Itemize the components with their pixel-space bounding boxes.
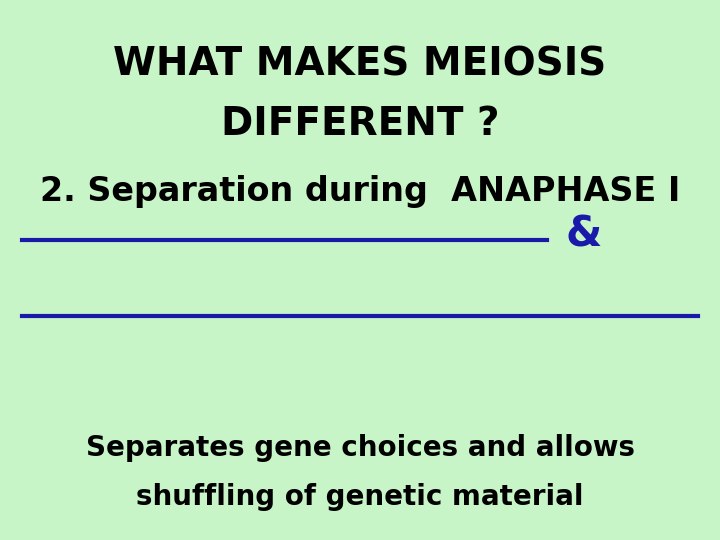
- Text: 2. Separation during  ANAPHASE I: 2. Separation during ANAPHASE I: [40, 175, 680, 208]
- Text: &: &: [565, 214, 601, 256]
- Text: WHAT MAKES MEIOSIS: WHAT MAKES MEIOSIS: [113, 46, 607, 84]
- Text: Separates gene choices and allows: Separates gene choices and allows: [86, 434, 634, 462]
- Text: shuffling of genetic material: shuffling of genetic material: [136, 483, 584, 511]
- Text: DIFFERENT ?: DIFFERENT ?: [221, 105, 499, 143]
